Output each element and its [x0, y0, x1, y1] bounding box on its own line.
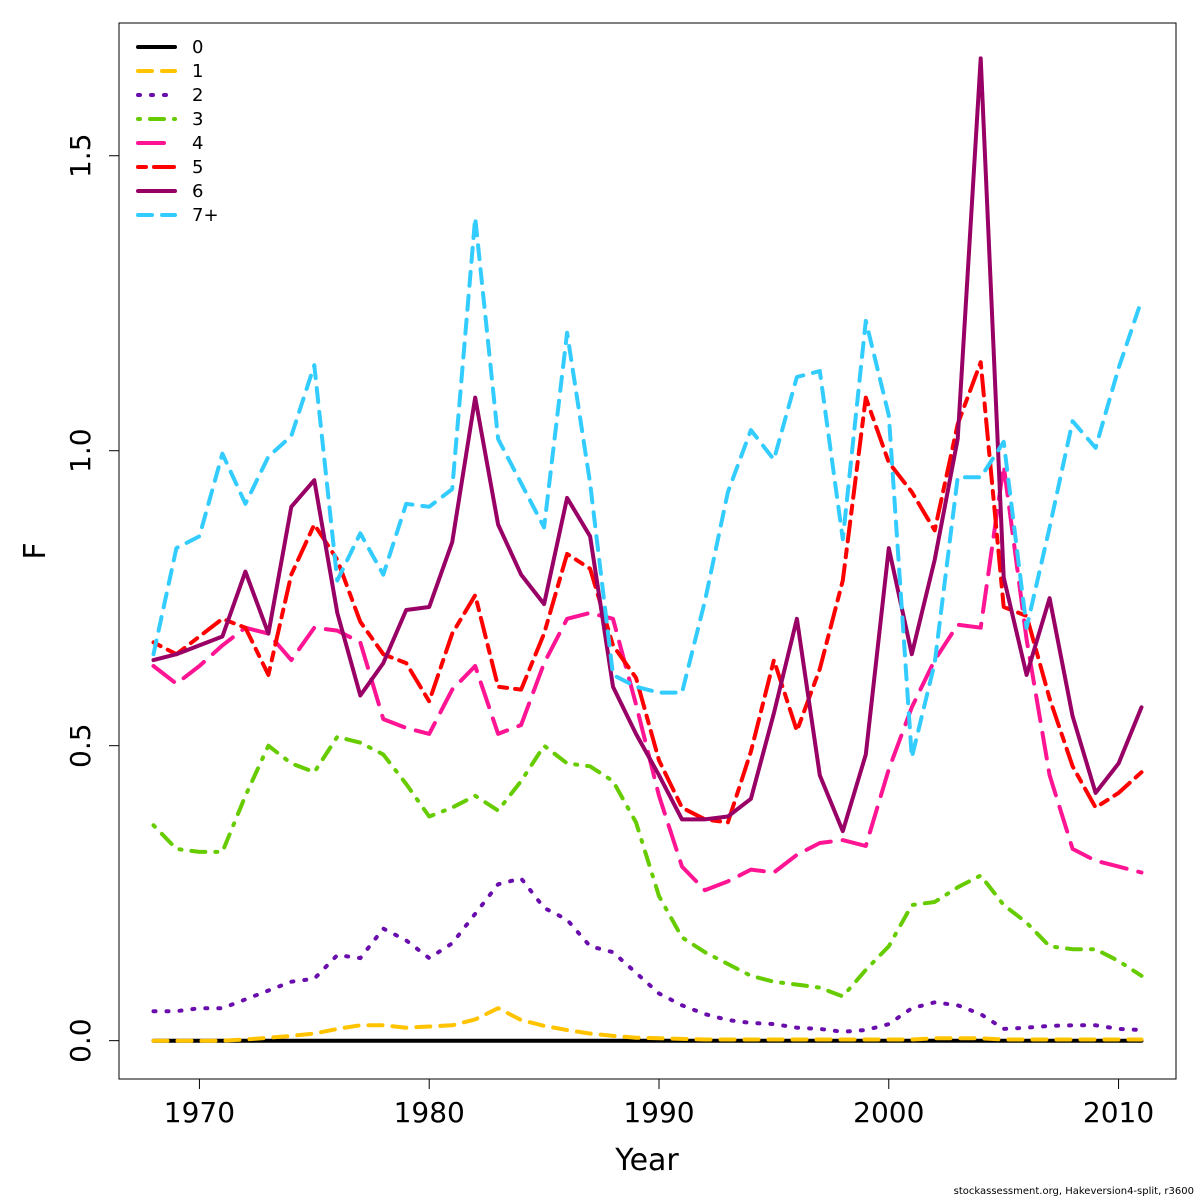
- series-lines: [151, 56, 1144, 1043]
- x-tick-label: 1970: [164, 1096, 235, 1129]
- y-tick-label: 1.5: [64, 133, 97, 178]
- x-tick-label: 2000: [853, 1096, 924, 1129]
- legend: 0 1 2 3 4 5 6 7+: [136, 37, 219, 226]
- series-line-5: [151, 360, 1144, 825]
- y-tick-label: 0.5: [64, 723, 97, 768]
- legend-label: 3: [192, 109, 203, 130]
- y-tick-label: 0.0: [64, 1018, 97, 1063]
- y-tick-label: 1.0: [64, 428, 97, 473]
- legend-label: 4: [192, 133, 203, 154]
- footer-caption: stockassessment.org, Hakeversion4-split,…: [953, 1186, 1194, 1197]
- legend-label: 0: [192, 37, 203, 58]
- series-line-2: [151, 876, 1144, 1034]
- x-tick-label: 2010: [1083, 1096, 1154, 1129]
- legend-label: 1: [192, 61, 203, 82]
- series-line-4: [151, 463, 1144, 893]
- series-line-1: [151, 1006, 1144, 1043]
- series-line-3: [151, 734, 1144, 999]
- series-line-6: [151, 56, 1144, 834]
- x-axis-title: Year: [614, 1143, 679, 1178]
- x-tick-label: 1990: [623, 1096, 694, 1129]
- legend-label: 2: [192, 85, 203, 106]
- y-axis-title: F: [18, 542, 53, 559]
- x-axis: 1970 1980 1990 2000 2010: [164, 1078, 1154, 1129]
- legend-label: 6: [192, 181, 203, 202]
- legend-label: 5: [192, 157, 203, 178]
- legend-label: 7+: [192, 205, 219, 226]
- x-tick-label: 1980: [394, 1096, 465, 1129]
- series-line-7plus: [151, 215, 1144, 760]
- y-axis: 0.0 0.5 1.0 1.5: [64, 133, 119, 1063]
